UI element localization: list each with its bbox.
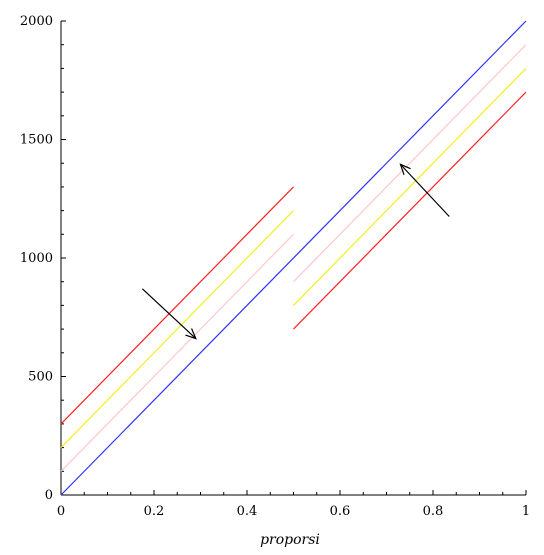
y-tick-label: 1500 bbox=[20, 133, 53, 148]
y-tick-label: 0 bbox=[45, 488, 53, 503]
series-line-2 bbox=[60, 210, 294, 449]
x-tick-label: 0 bbox=[57, 504, 65, 519]
x-tick-label: 0.8 bbox=[423, 504, 444, 519]
y-tick-label: 2000 bbox=[20, 14, 53, 29]
annotation-arrow-1 bbox=[141, 288, 197, 340]
y-tick-label: 500 bbox=[28, 370, 53, 385]
axes: 0 500 1000 1500 2000 0 0.2 0.4 0.6 0.8 1 bbox=[20, 14, 530, 519]
series-line-1 bbox=[60, 186, 294, 425]
annotation-arrow-2 bbox=[399, 163, 450, 217]
x-tick-label: 0.6 bbox=[330, 504, 351, 519]
series-line-1 bbox=[293, 91, 527, 330]
series-line-4 bbox=[60, 20, 527, 496]
annotations bbox=[141, 163, 450, 340]
arrow-head bbox=[399, 163, 411, 175]
y-tick-label: 1000 bbox=[20, 251, 53, 266]
series-line-3 bbox=[60, 233, 294, 472]
series-line-3 bbox=[293, 44, 527, 283]
x-tick-label: 0.2 bbox=[144, 504, 165, 519]
arrow-head bbox=[185, 328, 197, 340]
arrow-shaft bbox=[400, 163, 450, 217]
series-line-2 bbox=[293, 67, 527, 306]
arrow-shaft bbox=[141, 288, 197, 340]
x-tick-label: 1 bbox=[522, 504, 530, 519]
x-tick-label: 0.4 bbox=[237, 504, 258, 519]
x-axis-title: proporsi bbox=[260, 532, 320, 548]
series-lines bbox=[60, 20, 527, 496]
